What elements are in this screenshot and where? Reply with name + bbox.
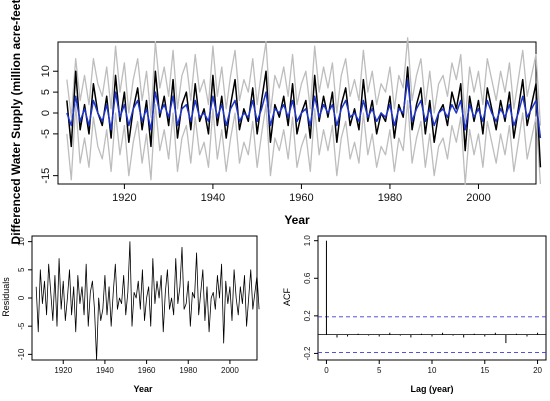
residuals-y-axis-label: Residuals xyxy=(1,277,11,317)
x-tick-label: 1960 xyxy=(138,366,156,375)
residuals-series-group xyxy=(35,241,260,361)
y-tick-label: 0.6 xyxy=(303,272,312,284)
series-line-0 xyxy=(66,66,542,168)
y-tick-label: 0 xyxy=(17,295,26,300)
acf-plot-frame xyxy=(317,235,547,361)
y-tick-label: -5 xyxy=(17,322,26,330)
x-tick-label: 2000 xyxy=(221,366,239,375)
top-y-ticks: -15 -5 0 5 10 xyxy=(40,65,58,184)
y-tick-label: -15 xyxy=(40,168,52,184)
x-tick-label: 0 xyxy=(324,366,329,375)
acf-y-ticks: -0.2 0.2 0.6 1.0 xyxy=(303,235,318,360)
y-tick-label: 1.0 xyxy=(303,235,312,247)
top-series-group xyxy=(66,37,542,185)
x-tick-label: 15 xyxy=(480,366,489,375)
series-line-2 xyxy=(66,37,542,126)
residuals-x-ticks: 1920 1940 1960 1980 2000 xyxy=(54,360,239,375)
x-tick-label: 1920 xyxy=(112,192,136,204)
y-tick-label: 0 xyxy=(40,110,52,116)
series-line-1 xyxy=(66,78,542,139)
series-line-3 xyxy=(66,99,542,185)
x-tick-label: 10 xyxy=(428,366,437,375)
x-tick-label: 5 xyxy=(377,366,382,375)
y-tick-label: 10 xyxy=(40,65,52,77)
residuals-panel: 1920 1940 1960 1980 2000 -10 -5 0 5 10 Year Resi… xyxy=(1,235,260,394)
x-tick-label: 1980 xyxy=(378,192,402,204)
acf-x-axis-label: Lag (year) xyxy=(410,384,453,394)
acf-bars-group xyxy=(318,240,546,353)
x-tick-label: 1980 xyxy=(179,366,197,375)
acf-x-ticks: 0 5 10 15 20 xyxy=(324,360,543,375)
y-tick-label: -10 xyxy=(17,348,26,360)
y-tick-label: -5 xyxy=(40,129,52,139)
y-tick-label: 0.2 xyxy=(303,310,312,322)
top-x-ticks: 1920 1940 1960 1980 2000 xyxy=(112,184,491,204)
acf-panel: 0 5 10 15 20 -0.2 0.2 0.6 1.0 Lag (year) ACF xyxy=(282,235,547,394)
top-panel: 1920 1940 1960 1980 2000 -15 -5 0 5 10 Year Diff… xyxy=(9,0,542,244)
x-tick-label: 2000 xyxy=(466,192,490,204)
y-tick-label: 5 xyxy=(17,267,26,272)
y-tick-label: 10 xyxy=(17,237,26,246)
top-x-axis-label: Year xyxy=(284,213,310,227)
top-y-axis-label: Differenced Water Supply (million acre-f… xyxy=(9,0,23,244)
acf-y-axis-label: ACF xyxy=(282,287,292,306)
x-tick-label: 1940 xyxy=(201,192,225,204)
x-tick-label: 1940 xyxy=(96,366,114,375)
x-tick-label: 1960 xyxy=(289,192,313,204)
series-line-0 xyxy=(35,241,260,361)
y-tick-label: 5 xyxy=(40,89,52,95)
y-tick-label: -0.2 xyxy=(303,346,312,360)
x-tick-label: 1920 xyxy=(54,366,72,375)
residuals-x-axis-label: Year xyxy=(133,384,153,394)
x-tick-label: 20 xyxy=(533,366,542,375)
residuals-y-ticks: -10 -5 0 5 10 xyxy=(17,237,32,360)
